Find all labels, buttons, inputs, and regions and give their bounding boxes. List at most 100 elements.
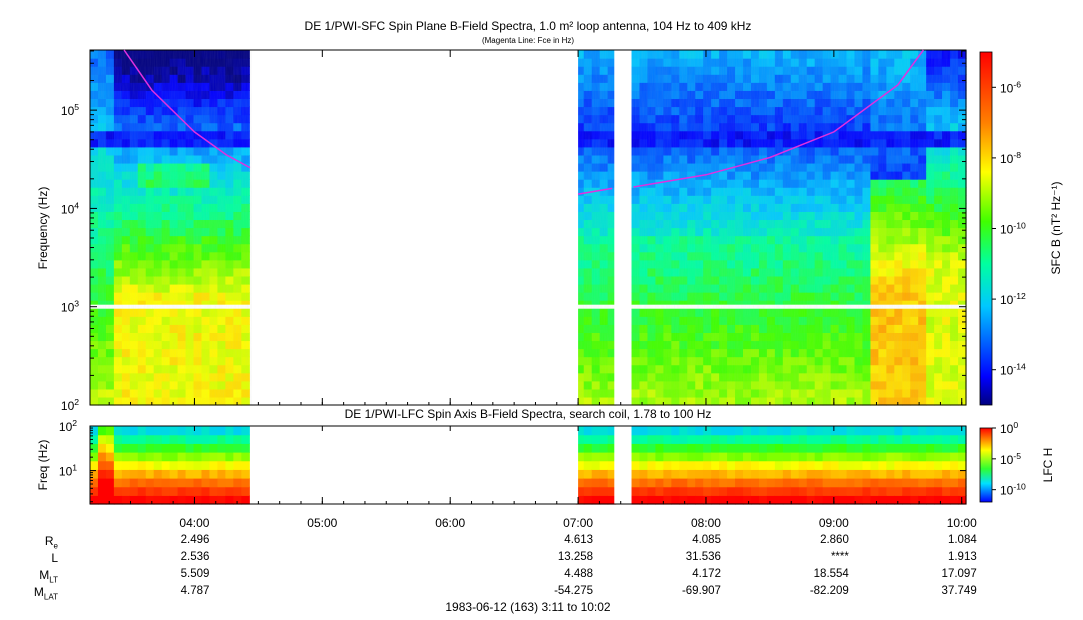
lfc-cell bbox=[639, 452, 649, 462]
panel2-frame bbox=[89, 425, 967, 505]
lfc-cell bbox=[217, 443, 226, 453]
sfc-data-gap bbox=[614, 50, 632, 405]
lfc-cell bbox=[758, 434, 768, 444]
lfc-cell bbox=[830, 426, 840, 436]
time-tick-label: 09:00 bbox=[819, 516, 849, 530]
ephemeris-value: 2.496 bbox=[180, 534, 210, 546]
colorbar-sfc bbox=[979, 51, 993, 406]
lfc-cell bbox=[735, 443, 744, 453]
lfc-cell bbox=[679, 443, 688, 453]
lfc-cell bbox=[575, 426, 585, 436]
lfc-cell bbox=[679, 486, 688, 496]
lfc-cell bbox=[129, 460, 139, 470]
lfc-cell bbox=[655, 452, 664, 462]
lfc-cell bbox=[695, 460, 704, 470]
lfc-cell bbox=[902, 478, 911, 488]
lfc-cell bbox=[209, 443, 219, 453]
lfc-cell bbox=[950, 443, 959, 453]
lfc-cell bbox=[129, 495, 139, 505]
lfc-cell bbox=[185, 460, 195, 470]
lfc-cell bbox=[958, 434, 967, 444]
panel1-ytick-label: 103 bbox=[61, 299, 79, 315]
lfc-cell bbox=[942, 426, 951, 436]
lfc-cell bbox=[918, 478, 927, 488]
lfc-cell bbox=[121, 478, 131, 488]
lfc-cell bbox=[782, 478, 792, 488]
lfc-cell bbox=[161, 452, 171, 462]
lfc-cell bbox=[814, 478, 824, 488]
lfc-cell bbox=[233, 434, 242, 444]
lfc-cell bbox=[153, 452, 163, 462]
lfc-cell bbox=[822, 426, 832, 436]
lfc-cell bbox=[105, 443, 115, 453]
lfc-cell bbox=[647, 469, 657, 479]
lfc-cell bbox=[814, 486, 824, 496]
ephemeris-value: 4.488 bbox=[564, 568, 594, 580]
lfc-cell bbox=[934, 486, 943, 496]
lfc-cell bbox=[193, 495, 203, 505]
ephemeris-value: **** bbox=[830, 551, 849, 563]
lfc-cell bbox=[719, 443, 728, 453]
lfc-cell bbox=[153, 469, 163, 479]
lfc-cell bbox=[695, 469, 704, 479]
ephemeris-value: 4.613 bbox=[564, 534, 594, 546]
lfc-cell bbox=[209, 495, 219, 505]
lfc-cell bbox=[862, 452, 872, 462]
lfc-cell bbox=[902, 426, 911, 436]
lfc-cell bbox=[241, 426, 250, 436]
lfc-cell bbox=[711, 434, 720, 444]
lfc-cell bbox=[647, 434, 657, 444]
lfc-cell bbox=[145, 443, 155, 453]
lfc-cell bbox=[209, 434, 219, 444]
lfc-cell bbox=[774, 478, 784, 488]
lfc-cell bbox=[241, 486, 250, 496]
lfc-cell bbox=[647, 452, 657, 462]
lfc-cell bbox=[743, 426, 752, 436]
lfc-cell bbox=[663, 495, 672, 505]
lfc-cell bbox=[727, 460, 736, 470]
lfc-cell bbox=[129, 452, 139, 462]
lfc-cell bbox=[806, 452, 816, 462]
lfc-cell bbox=[137, 495, 147, 505]
lfc-cell bbox=[129, 434, 139, 444]
lfc-cell bbox=[145, 426, 155, 436]
lfc-cell bbox=[695, 495, 704, 505]
lfc-cell bbox=[894, 460, 903, 470]
lfc-cell bbox=[113, 478, 123, 488]
lfc-cell bbox=[105, 495, 115, 505]
lfc-cell bbox=[758, 460, 768, 470]
lfc-cell bbox=[918, 486, 927, 496]
lfc-cell bbox=[631, 478, 641, 488]
lfc-cell bbox=[719, 486, 728, 496]
lfc-cell bbox=[655, 426, 664, 436]
lfc-cell bbox=[153, 495, 163, 505]
lfc-cell bbox=[703, 443, 712, 453]
sfc-spectrogram bbox=[90, 50, 967, 406]
lfc-cell bbox=[703, 478, 712, 488]
lfc-cell bbox=[735, 495, 744, 505]
lfc-cell bbox=[766, 443, 776, 453]
lfc-cell bbox=[854, 434, 864, 444]
lfc-cell bbox=[774, 452, 784, 462]
lfc-cell bbox=[790, 460, 800, 470]
lfc-cell bbox=[679, 478, 688, 488]
lfc-cell bbox=[687, 469, 696, 479]
lfc-cell bbox=[766, 426, 776, 436]
lfc-cell bbox=[782, 443, 792, 453]
lfc-cell bbox=[671, 478, 680, 488]
lfc-cell bbox=[942, 495, 951, 505]
lfc-cell bbox=[910, 495, 919, 505]
lfc-cell bbox=[583, 434, 593, 444]
lfc-cell bbox=[647, 478, 657, 488]
lfc-cell bbox=[639, 486, 649, 496]
lfc-cell bbox=[161, 434, 171, 444]
lfc-cell bbox=[926, 478, 935, 488]
lfc-cell bbox=[719, 460, 728, 470]
ephemeris-value: -54.275 bbox=[554, 585, 594, 597]
lfc-cell bbox=[743, 434, 752, 444]
lfc-cell bbox=[782, 469, 792, 479]
lfc-cell bbox=[121, 495, 131, 505]
lfc-cell bbox=[663, 443, 672, 453]
lfc-cell bbox=[886, 486, 895, 496]
lfc-cell bbox=[599, 452, 609, 462]
